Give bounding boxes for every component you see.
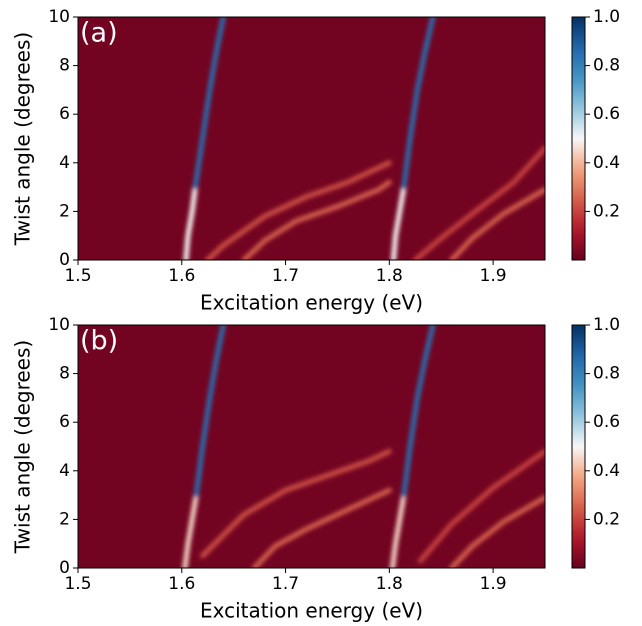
- y-tick-label: 0: [59, 250, 70, 270]
- colorbar-tick-label: 0.8: [593, 364, 620, 384]
- ridge: [390, 184, 407, 260]
- y-tick-label: 4: [59, 153, 70, 173]
- colorbar-tick-label: 0.2: [593, 201, 620, 221]
- heatmap-layer: [182, 325, 545, 568]
- x-tick-label: 1.9: [480, 266, 507, 286]
- y-tick-label: 10: [48, 315, 70, 335]
- ridge-line: [241, 179, 392, 260]
- ridge: [417, 448, 545, 564]
- colorbar-tick-label: 0.6: [593, 104, 620, 124]
- x-tick-label: 1.9: [480, 574, 507, 594]
- ridge-line: [251, 487, 392, 568]
- panel-label: (a): [80, 18, 118, 49]
- x-tick-label: 1.5: [64, 266, 91, 286]
- y-tick-label: 8: [59, 56, 70, 76]
- ridge: [401, 17, 436, 190]
- x-tick-label: 1.6: [168, 574, 195, 594]
- y-tick-label: 6: [59, 412, 70, 432]
- ridge-line: [205, 160, 392, 260]
- x-tick-label: 1.7: [272, 574, 299, 594]
- x-axis-label: Excitation energy (eV): [200, 291, 423, 315]
- ridge: [205, 160, 392, 260]
- ridge-line: [200, 448, 392, 559]
- colorbar-tick-label: 0.4: [593, 153, 620, 173]
- ridge: [251, 487, 392, 568]
- ridge-line: [182, 492, 199, 568]
- ridge: [449, 187, 545, 260]
- colorbar-tick-label: 0.8: [593, 56, 620, 76]
- ridge: [401, 325, 436, 498]
- x-tick-label: 1.8: [376, 266, 403, 286]
- ridge-line: [401, 325, 436, 498]
- ridge: [412, 145, 545, 260]
- colorbar-tick-label: 0.6: [593, 412, 620, 432]
- ridge: [183, 184, 198, 260]
- plot-frame: [77, 16, 546, 261]
- y-tick-label: 2: [59, 201, 70, 221]
- colorbar-tick-label: 1.0: [593, 7, 620, 27]
- y-tick-label: 10: [48, 7, 70, 27]
- ridge-line: [192, 17, 226, 190]
- ridge: [182, 492, 199, 568]
- ridge-line: [449, 187, 545, 260]
- x-tick-label: 1.5: [64, 574, 91, 594]
- ridge-line: [390, 184, 407, 260]
- ridge-line: [193, 325, 226, 498]
- ridge-line: [183, 184, 198, 260]
- ridge: [193, 325, 226, 498]
- y-tick-label: 2: [59, 509, 70, 529]
- ridge: [241, 179, 392, 260]
- ridge: [389, 492, 407, 568]
- plot-frame: [77, 324, 546, 569]
- y-axis-label: Twist angle (degrees): [11, 32, 35, 246]
- colorbar-tick-label: 0.4: [593, 461, 620, 481]
- x-axis-label: Excitation energy (eV): [200, 599, 423, 623]
- y-tick-label: 0: [59, 558, 70, 578]
- colorbar-tick-label: 0.2: [593, 509, 620, 529]
- ridge-line: [389, 492, 407, 568]
- ridge-line: [401, 17, 436, 190]
- y-tick-label: 8: [59, 364, 70, 384]
- ridge: [200, 448, 392, 559]
- heatmap-background: [78, 17, 545, 260]
- ridge: [449, 495, 545, 568]
- y-tick-label: 6: [59, 104, 70, 124]
- colorbar-tick-label: 1.0: [593, 315, 620, 335]
- x-tick-label: 1.6: [168, 266, 195, 286]
- ridge-line: [417, 448, 545, 564]
- ridge-line: [449, 495, 545, 568]
- ridge-line: [412, 145, 545, 260]
- colorbar: [571, 324, 586, 569]
- heatmap-layer: [183, 17, 545, 260]
- x-tick-label: 1.8: [376, 574, 403, 594]
- y-axis-label: Twist angle (degrees): [11, 340, 35, 554]
- heatmap-background: [78, 325, 545, 568]
- ridge: [192, 17, 226, 190]
- x-tick-label: 1.7: [272, 266, 299, 286]
- panel-label: (b): [80, 326, 118, 357]
- y-tick-label: 4: [59, 461, 70, 481]
- colorbar: [571, 16, 586, 261]
